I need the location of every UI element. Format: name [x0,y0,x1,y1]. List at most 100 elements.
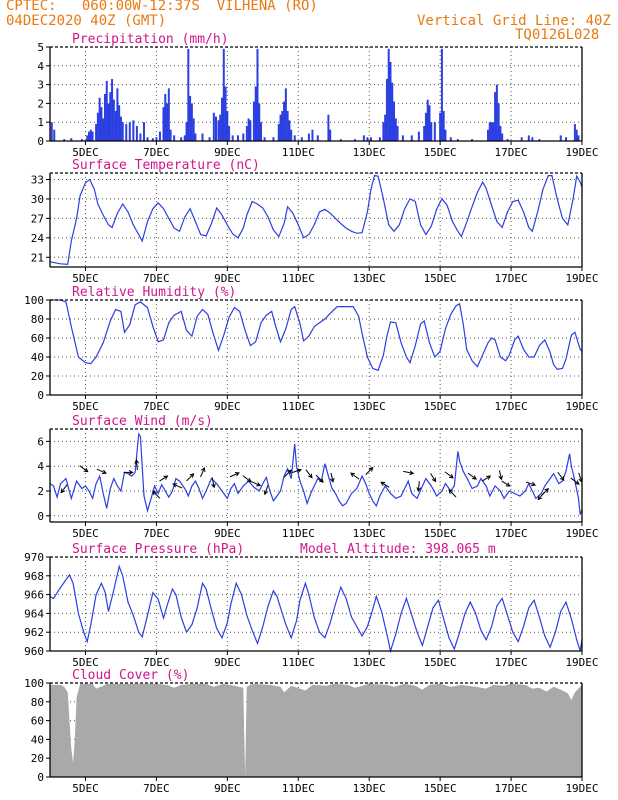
precipitation-bar [128,122,131,141]
precipitation-bar [201,133,204,141]
temperature-xtick-label: 17DEC [495,272,528,285]
wind-arrow [251,481,262,487]
wind-arrow-head [263,490,269,496]
wind-xtick-label: 11DEC [282,527,315,540]
precipitation-bar [426,99,429,141]
precipitation-bar [103,94,106,141]
precipitation-bar [155,137,158,141]
precipitation-ytick-label: 0 [37,135,44,148]
wind-arrow-head [448,489,454,494]
temperature-xtick-label: 7DEC [143,272,170,285]
precipitation-bar [95,124,98,141]
precipitation-bar [222,48,225,141]
wind-arrow-head [472,475,477,480]
wind-arrow-head [83,467,89,473]
precipitation-bar [424,112,427,141]
precipitation-bar [249,120,252,141]
wind-arrow-head [101,469,107,474]
temperature-ytick-label: 21 [31,251,44,264]
precipitation-bar [180,137,183,141]
precipitation-bar [307,133,310,141]
wind-arrow-head [60,488,66,494]
wind-arrow-shaft [570,477,580,485]
precipitation-bar [142,122,145,141]
precipitation-bar [281,110,284,141]
precipitation-bar [293,135,296,141]
wind-arrow-head [574,480,580,485]
wind-arrow-head [134,458,140,464]
pressure-xtick-label: 17DEC [495,656,528,669]
precipitation-bar [217,120,220,141]
wind-arrow [200,466,206,478]
cloud-cover-area [50,683,582,777]
wind-arrow-head [319,478,324,483]
humidity-xtick-label: 5DEC [72,400,99,413]
pressure-ytick-label: 968 [24,570,44,583]
precipitation-bar [573,124,576,141]
wind-arrow [229,472,240,478]
wind-arrow-shaft [251,481,261,487]
humidity-title: Relative Humidity (%) [72,285,236,300]
wind-arrow-head [329,477,335,483]
precipitation-bar [277,124,280,141]
precipitation-bar [433,122,436,141]
precipitation-bar [169,129,172,141]
wind-arrow-shaft [315,474,324,483]
wind-arrow-shaft [365,467,374,476]
pressure-ytick-label: 966 [24,589,44,602]
precipitation-bar [284,88,287,141]
precipitation-bar [449,137,452,141]
precipitation-bar [185,122,188,141]
wind-arrow-head [163,475,169,480]
precipitation-bar [531,137,534,141]
precipitation-bar [279,114,282,141]
wind-arrow-shaft [467,472,477,480]
wind-arrow-shaft [152,490,161,499]
precipitation-bar [260,122,263,141]
precipitation-bar [471,139,474,141]
precipitation-bar [417,131,420,141]
wind-arrow [186,473,195,482]
precipitation-xtick-label: 13DEC [353,146,386,159]
wind-arrow-shaft [79,465,88,473]
temperature-ytick-label: 33 [31,173,44,186]
precipitation-bar [444,129,447,141]
precipitation-bar [221,97,224,141]
pressure-xtick-label: 9DEC [214,656,241,669]
precipitation-bar [559,135,562,141]
precipitation-bar [329,129,332,141]
pressure-xtick-label: 15DEC [424,656,457,669]
precipitation-bar [236,135,239,141]
cloud-cover-xtick-label: 19DEC [565,782,598,795]
humidity-ytick-label: 100 [24,294,44,307]
precipitation-bar [173,135,176,141]
wind-arrow [416,480,422,493]
precipitation-bar [495,84,498,141]
wind-arrow-head [498,475,504,481]
wind-arrow-shaft [350,472,360,480]
wind-arrow [557,471,565,481]
wind-xtick-label: 7DEC [143,527,170,540]
temperature-ytick-label: 27 [31,212,44,225]
precipitation-bar [492,122,495,141]
wind-arrow-head [380,481,386,487]
precipitation-bar [385,78,388,141]
precipitation-bar [91,131,94,141]
cloud-cover-ytick-label: 0 [37,771,44,784]
temperature-xtick-label: 11DEC [282,272,315,285]
wind-arrow-shaft [444,471,454,479]
wind-arrow-shaft [305,469,313,478]
humidity-xtick-label: 15DEC [424,400,457,413]
humidity-xtick-label: 7DEC [143,400,170,413]
precipitation-bar [80,139,83,141]
wind-arrow-shaft [229,472,240,478]
wind-arrow-head [448,474,454,479]
wind-arrow [540,488,549,497]
precipitation-bar [327,114,330,141]
precipitation-bar [316,135,319,141]
precipitation-xtick-label: 11DEC [282,146,315,159]
cloud-cover-title: Cloud Cover (%) [72,668,189,683]
wind-arrow-shaft [200,467,205,478]
precipitation-bar [339,139,342,141]
